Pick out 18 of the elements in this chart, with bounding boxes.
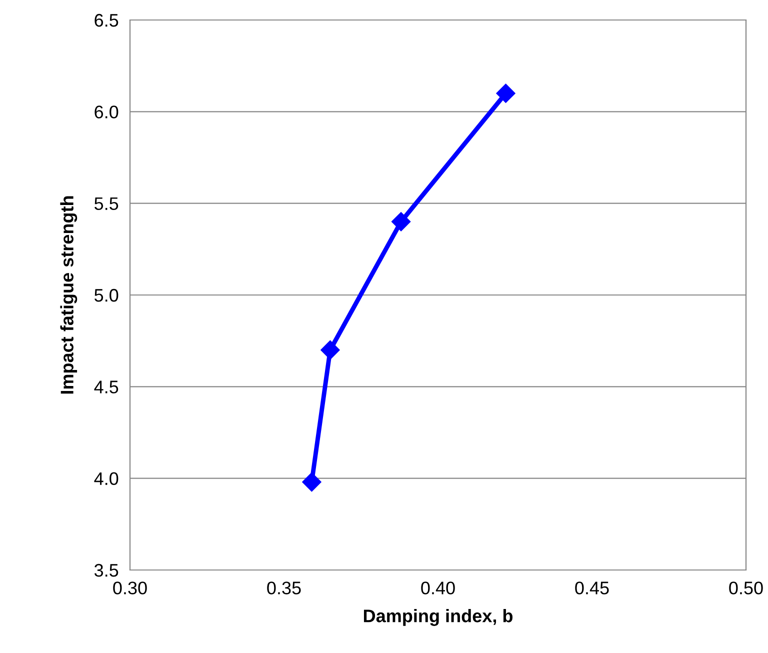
- y-tick-label: 5.5: [94, 197, 118, 210]
- point: [302, 472, 322, 492]
- point: [392, 212, 411, 232]
- y-tick-label: 4.0: [94, 472, 118, 486]
- point: [320, 340, 340, 360]
- y-tick-label: 5.0: [94, 288, 118, 302]
- x-tick-label: 0.45: [575, 582, 609, 594]
- x-tick-label: 0.40: [421, 582, 455, 594]
- x-tick-label: 0.50: [729, 582, 763, 594]
- y-axis-title: Impact fatigue strength: [60, 196, 78, 394]
- x-tick-label: 0.30: [113, 582, 147, 594]
- x-axis-title: Damping index, b: [364, 609, 512, 626]
- y-tick-label: 6.0: [94, 106, 118, 118]
- y-tick-label: 6.5: [94, 14, 118, 27]
- point: [496, 84, 516, 103]
- y-tick-label: 4.5: [94, 380, 118, 394]
- x-tick-label: 0.35: [267, 582, 301, 594]
- y-tick-label: 3.5: [94, 564, 118, 577]
